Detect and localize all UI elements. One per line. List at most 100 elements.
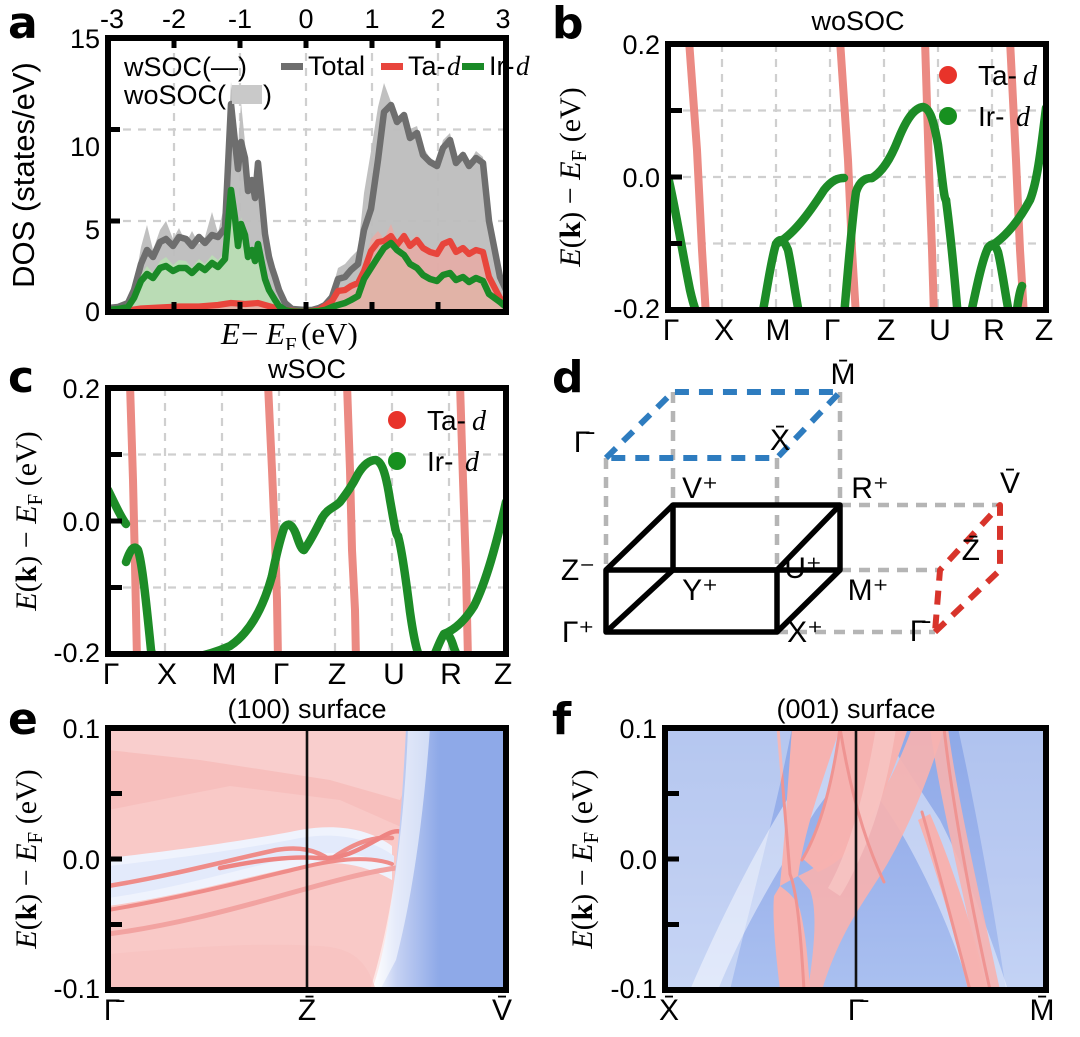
label-gamma-plus: Γ⁺ [562, 616, 594, 649]
label-m-plus: M⁺ [848, 574, 889, 607]
panel-f-title: (001) surface [776, 694, 935, 724]
ylabel-minus: − [10, 869, 43, 886]
panel-f-ylabel: E(k) − EF (eV) [566, 769, 603, 949]
ytick-label: 5 [85, 215, 100, 245]
band-ir-group [668, 102, 1046, 310]
legend-wsoc-label: wSOC(—) [123, 52, 247, 82]
legend-ta-orbital: d [1023, 61, 1038, 92]
xtick-label: Z [494, 658, 512, 690]
panel-b-chart: woSOC [554, 6, 1053, 347]
ytick-label: -0.2 [613, 294, 660, 324]
legend-ir-label: Ir- [978, 101, 1004, 132]
label-r-plus: R⁺ [851, 472, 889, 505]
xtick-label: Z̄ [298, 994, 316, 1027]
xtick-label: X [157, 658, 177, 690]
ytick-label: 0.0 [622, 163, 660, 193]
panel-b-tickmarks [668, 108, 682, 246]
panel-f-xticks: X̄ Γ̄ M̄ [659, 994, 1055, 1027]
label-gamma-bar-001: Γ̄ [574, 426, 596, 459]
xtick-label: M [766, 314, 791, 347]
label-z-bar-100: Z̄ [962, 534, 980, 567]
xtick-label: 2 [430, 4, 445, 34]
ytick-label: -0.1 [53, 974, 100, 1004]
panel-e-tickmarks [108, 791, 122, 927]
ylabel-unit: (eV) [10, 431, 43, 486]
panel-b-xticks: Γ X M Γ Z U R Z [663, 314, 1053, 347]
legend-ir-label: Ir- [427, 446, 453, 477]
ylabel-EF-sub: F [567, 150, 591, 162]
label-u-plus: U⁺ [784, 552, 822, 585]
panel-f-chart: 0.1 0.0 -0.1 X̄ Γ̄ M̄ (001) surface E(k)… [566, 694, 1055, 1027]
ylabel-EF-sub: F [23, 494, 47, 506]
bz-projection-001 [603, 389, 843, 461]
xtick-label: Γ [824, 314, 841, 347]
panel-c-tickmarks [108, 452, 122, 590]
band-ir-group [108, 455, 506, 654]
panel-f-yticks: 0.1 0.0 -0.1 [610, 714, 657, 1004]
legend-total-swatch [281, 63, 303, 70]
legend-ir-orbital: d [1016, 102, 1031, 133]
label-x-plus: X⁺ [787, 616, 823, 649]
xlabel-E: E [220, 316, 240, 350]
legend-ir-dot [939, 107, 957, 125]
panel-f: f [540, 690, 1080, 1037]
label-v-plus: V⁺ [682, 472, 718, 505]
ytick-label: 10 [70, 132, 100, 162]
xtick-label: 1 [364, 4, 379, 34]
svg-text:E(k) − EF (eV): E(k) − EF (eV) [566, 769, 603, 949]
panel-e-yticks: 0.1 0.0 -0.1 [53, 714, 100, 1004]
panel-c-legend: Ta- d Ir- d [388, 405, 487, 478]
panel-a-yticks: 15 10 5 0 [70, 24, 100, 327]
ylabel-minus: − [10, 531, 43, 548]
panel-a-ylabel: DOS (states/eV) [6, 62, 41, 288]
panel-a-series [108, 82, 506, 312]
xlabel-unit: (eV) [301, 316, 358, 350]
label-z-minus: Z⁻ [561, 554, 595, 587]
legend-ta-swatch [381, 63, 403, 70]
xlabel-EF: E [265, 316, 285, 350]
legend-ta-dot [939, 66, 957, 84]
bz-guide-lines [603, 392, 1000, 635]
panel-b-ylabel: E(k) − EF (eV) [554, 87, 591, 267]
legend-wosoc-swatch [232, 85, 262, 104]
panel-a-tickmarks [108, 38, 441, 312]
panel-c-xticks: Γ X M Γ Z U R Z [103, 658, 512, 690]
label-m-bar-001: M̄ [831, 358, 856, 391]
legend-ir-orbital: d [465, 447, 480, 478]
xtick-label: V̄ [492, 994, 512, 1027]
ylabel-minus: − [566, 869, 599, 886]
xtick-label: Γ [103, 658, 120, 690]
label-gamma-bar-100: Γ̄ [910, 615, 932, 648]
panel-a-xticks: -3 -2 -1 0 1 2 3 [100, 4, 511, 34]
panel-b: b woSOC [540, 0, 1080, 350]
xtick-label: Γ̄ [104, 994, 126, 1027]
bz-projection-100 [932, 502, 1003, 635]
bz-bulk-cube [603, 502, 843, 635]
ylabel-k: k [566, 903, 599, 920]
xtick-label: R [440, 658, 462, 690]
panel-b-title: woSOC [810, 6, 904, 36]
xtick-label: U [929, 314, 951, 347]
panel-e-chart: 0.1 0.0 -0.1 Γ̄ Z̄ V̄ (100) surface E(k)… [10, 694, 512, 1027]
series-ir-wsoc-line [108, 186, 506, 312]
ytick-label: 0 [85, 297, 100, 327]
legend-ir-dot [388, 452, 406, 470]
ylabel-k: k [554, 221, 587, 238]
label-x-bar-001: X̄ [770, 424, 790, 457]
xtick-label: U [383, 658, 405, 690]
svg-text:E(k) − EF (eV): E(k) − EF (eV) [554, 87, 591, 267]
bz-labels: Γ̄ X̄ M̄ Z̄ V̄ Γ̄ V⁺ R⁺ Z⁻ U⁺ Y⁺ M⁺ Γ⁺ X… [561, 358, 1020, 649]
panel-f-letter: f [552, 694, 572, 745]
panel-b-letter: b [552, 0, 584, 49]
xtick-label: 3 [495, 4, 510, 34]
ylabel-E: E [566, 930, 599, 949]
legend-ta-label: Ta- [408, 51, 446, 81]
legend-wosoc-prefix: woSOC( [123, 80, 226, 110]
label-y-plus: Y⁺ [682, 574, 718, 607]
ylabel-unit: (eV) [554, 87, 587, 142]
xtick-label: Γ [663, 314, 680, 347]
band-ta-group [126, 388, 472, 654]
panel-d: d [540, 350, 1080, 690]
xtick-label: 0 [298, 4, 313, 34]
panel-f-tickmarks [665, 791, 679, 927]
